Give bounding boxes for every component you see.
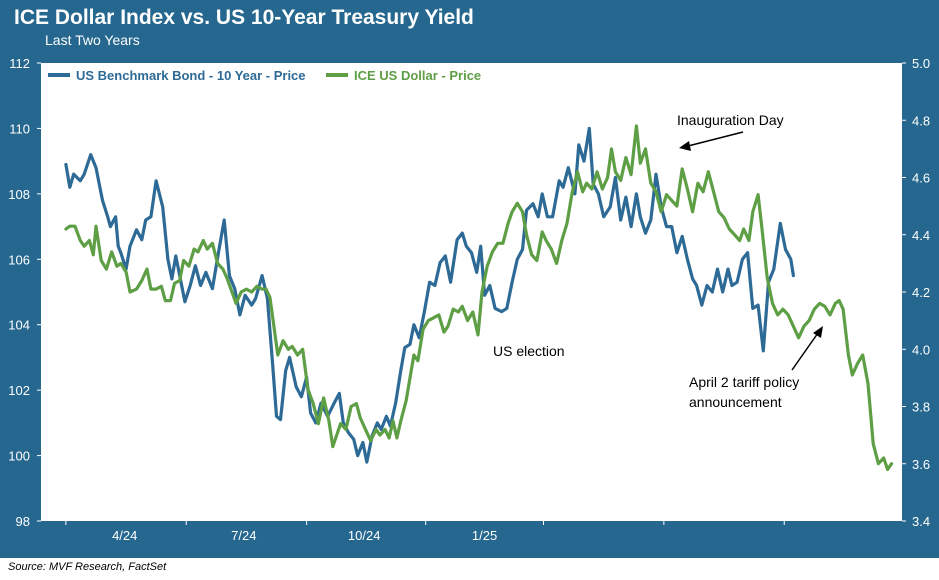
annotation-arrowhead-tariff — [813, 326, 823, 338]
left-axis-label: 106 — [8, 252, 30, 267]
left-axis-label: 104 — [8, 318, 30, 333]
left-axis-label: 110 — [9, 121, 30, 136]
right-axis-label: 4.0 — [912, 342, 930, 357]
source-note: Source: MVF Research, FactSet — [8, 561, 167, 573]
annotation-arrow-tariff — [791, 332, 819, 371]
annotation-tariff: April 2 tariff policy — [689, 374, 799, 390]
left-axis-label: 112 — [9, 56, 30, 71]
right-axis-label: 3.4 — [912, 514, 930, 529]
plot-area — [41, 63, 902, 521]
right-axis-label: 3.8 — [912, 400, 930, 415]
annotation-arrowhead-inauguration — [679, 141, 691, 151]
chart-subtitle: Last Two Years — [45, 32, 140, 48]
left-axis-label: 98 — [16, 514, 30, 529]
right-axis-label: 4.8 — [912, 113, 930, 128]
right-axis-label: 5.0 — [912, 56, 930, 71]
x-axis-label: 7/24 — [231, 528, 256, 543]
left-axis-label: 100 — [8, 449, 30, 464]
right-axis-label: 3.6 — [912, 457, 930, 472]
right-axis-label: 4.6 — [912, 171, 930, 186]
annotation-tariff: announcement — [689, 394, 782, 410]
right-axis-label: 4.4 — [912, 228, 930, 243]
x-axis-label: 4/24 — [112, 528, 137, 543]
legend-label: ICE US Dollar - Price — [354, 68, 481, 83]
x-axis-label: 10/24 — [348, 528, 381, 543]
chart-title: ICE Dollar Index vs. US 10-Year Treasury… — [14, 6, 474, 29]
right-axis-label: 4.2 — [912, 285, 930, 300]
left-axis-label: 102 — [8, 383, 30, 398]
legend-label: US Benchmark Bond - 10 Year - Price — [76, 68, 306, 83]
annotation-election: US election — [493, 343, 565, 359]
left-axis-label: 108 — [8, 187, 30, 202]
chart-svg: 98 100 102 104 106 108 110 112 3.4 3.6 3.8 4.0 4.2 4.… — [8, 56, 930, 543]
annotation-arrow-inauguration — [687, 131, 744, 147]
dollar-series-line — [64, 124, 894, 472]
x-axis-label: 1/25 — [472, 528, 497, 543]
annotation-inauguration: Inauguration Day — [677, 112, 784, 128]
